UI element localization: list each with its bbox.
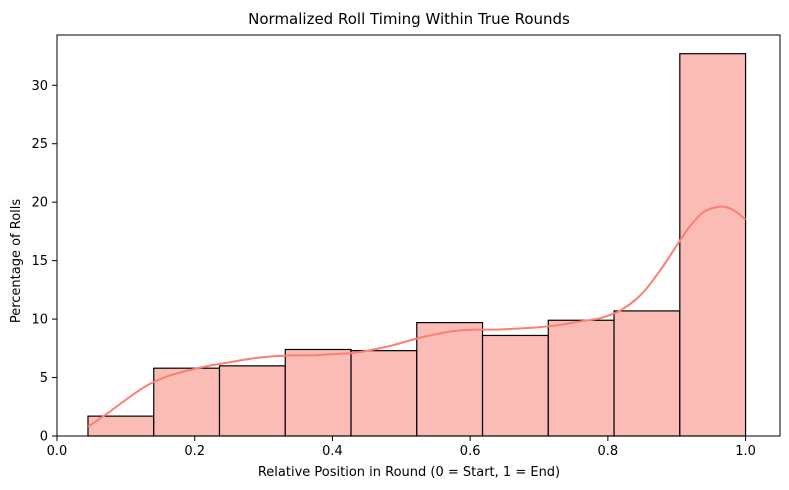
histogram-bar-5 xyxy=(416,322,484,437)
kde-line xyxy=(87,205,747,428)
bars-group xyxy=(87,53,747,437)
histogram-bar-6 xyxy=(481,334,549,437)
histogram-bar-2 xyxy=(218,365,286,437)
x-tick-label-4: 0.8 xyxy=(598,444,619,459)
x-tick-label-1: 0.2 xyxy=(184,444,205,459)
y-tick-label-6: 30 xyxy=(31,79,48,94)
y-tick-label-5: 25 xyxy=(31,137,48,152)
y-axis-label: Percentage of Rolls xyxy=(9,199,24,324)
axes-frame xyxy=(56,34,781,437)
x-tick-label-0: 0.0 xyxy=(47,444,68,459)
y-tick-label-3: 15 xyxy=(31,254,48,269)
y-tick-label-0: 0 xyxy=(40,430,48,445)
x-tick-label-2: 0.4 xyxy=(322,444,343,459)
x-axis-label: Relative Position in Round (0 = Start, 1… xyxy=(258,465,560,480)
histogram-bar-8 xyxy=(613,310,681,437)
x-tick-label-5: 1.0 xyxy=(735,444,756,459)
histogram-bar-9 xyxy=(679,53,747,437)
histogram-bar-4 xyxy=(350,350,418,437)
y-tick-label-4: 20 xyxy=(31,196,48,211)
y-tick-label-1: 5 xyxy=(40,371,48,386)
histogram-bar-7 xyxy=(547,319,615,437)
y-tick-label-2: 10 xyxy=(31,313,48,328)
chart-title: Normalized Roll Timing Within True Round… xyxy=(248,10,570,28)
histogram-bar-3 xyxy=(284,348,352,437)
x-axis: 0.0 0.2 0.4 0.6 0.8 1.0 xyxy=(47,436,756,459)
x-tick-label-3: 0.6 xyxy=(460,444,481,459)
y-axis: 0 5 10 15 20 25 30 xyxy=(31,79,57,445)
